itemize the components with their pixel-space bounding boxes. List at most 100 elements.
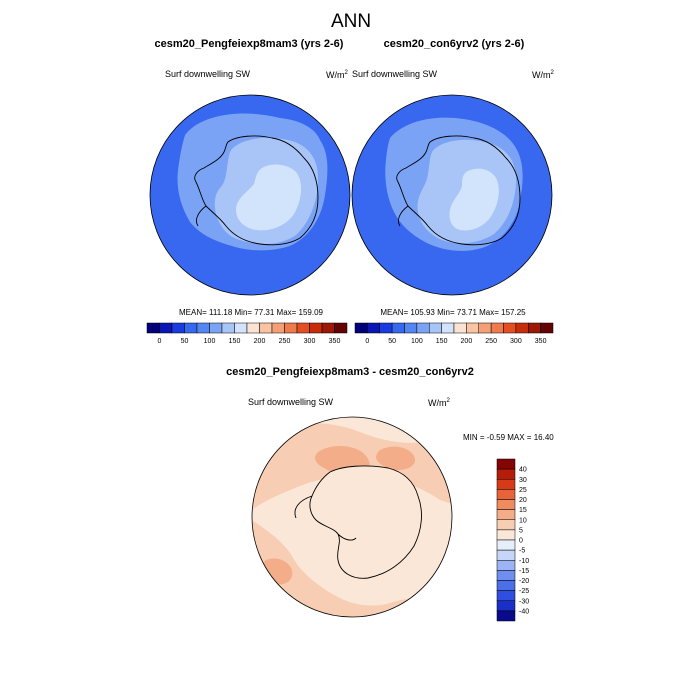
colorbar-tick-label: -10: [519, 558, 529, 565]
colorbar-box: [367, 322, 380, 334]
colorbar-tick-label: 200: [254, 338, 266, 345]
colorbar-box: [496, 499, 516, 510]
panel-exp-variable-label: Surf downwelling SW: [165, 69, 251, 79]
colorbar-box: [146, 322, 160, 334]
colorbar-tick-label: 200: [461, 338, 473, 345]
colorbar-box: [496, 600, 516, 612]
colorbar-box: [496, 539, 516, 551]
panel-exp-title: cesm20_Pengfeiexp8mam3 (yrs 2-6): [155, 38, 344, 50]
panel-diff-stats: MIN = -0.59 MAX = 16.40: [463, 433, 554, 442]
panel-exp-unit-label: W/m2: [326, 70, 349, 80]
colorbar-tick-label: 5: [519, 527, 523, 534]
panel-diff-unit-label: W/m2: [428, 398, 451, 408]
colorbar-tick-label: 150: [436, 338, 448, 345]
colorbar-box: [478, 322, 492, 334]
colorbar-box: [184, 322, 198, 334]
figure-title: ANN: [331, 11, 371, 32]
colorbar-box: [246, 322, 260, 334]
colorbar-tick-label: 300: [510, 338, 522, 345]
colorbar-box: [496, 479, 516, 490]
colorbar-box: [496, 580, 516, 591]
colorbar-box: [271, 322, 285, 334]
colorbar-box: [209, 322, 223, 334]
colorbar-box: [496, 610, 516, 622]
colorbar-tick-label: 50: [388, 338, 396, 345]
colorbar-box: [259, 322, 273, 334]
colorbar-tick-label: 30: [519, 477, 527, 484]
colorbar-tick-label: 350: [329, 338, 341, 345]
colorbar-box: [159, 322, 173, 334]
colorbar-tick-label: -30: [519, 598, 529, 605]
colorbar-box: [221, 322, 235, 334]
panel-diff-map-border: [251, 416, 453, 618]
colorbar-tick-label: 100: [204, 338, 216, 345]
panel-ctl-high-plateau: [449, 168, 499, 231]
colorbar-tick-label: 40: [519, 467, 527, 474]
colorbar-box: [284, 322, 298, 334]
panel-ctl-colorbar: 0 50 100 150 200 250 300 350: [354, 322, 554, 345]
colorbar-box: [496, 590, 516, 601]
colorbar-box: [466, 322, 479, 334]
colorbar-box: [309, 322, 323, 334]
colorbar-tick-label: 350: [535, 338, 547, 345]
colorbar-box: [496, 560, 516, 571]
panel-ctl-map: [352, 95, 552, 295]
colorbar-box: [528, 322, 541, 334]
panel-diff-coastline: [294, 465, 422, 579]
colorbar-tick-label: 250: [279, 338, 291, 345]
colorbar-box: [391, 322, 405, 334]
panel-diff-title: cesm20_Pengfeiexp8mam3 - cesm20_con6yrv2: [226, 366, 474, 378]
colorbar-box: [171, 322, 185, 334]
panel-diff-continent: [309, 465, 422, 579]
panel-diff-strong-patch-2: [376, 446, 416, 470]
colorbar-box: [503, 322, 517, 334]
panel-exp: cesm20_Pengfeiexp8mam3 (yrs 2-6) Surf do…: [146, 38, 351, 345]
colorbar-tick-label: -40: [519, 608, 529, 615]
colorbar-box: [496, 458, 516, 470]
panel-exp-map: [150, 95, 350, 295]
panel-exp-map-border: [149, 94, 351, 296]
panel-ctl-variable-label: Surf downwelling SW: [352, 69, 438, 79]
colorbar-box: [429, 322, 442, 334]
colorbar-tick-label: -25: [519, 588, 529, 595]
colorbar-box: [496, 468, 516, 480]
panel-ctl: cesm20_con6yrv2 (yrs 2-6) Surf downwelli…: [351, 38, 555, 345]
colorbar-tick-label: 25: [519, 487, 527, 494]
panel-ctl-stats: MEAN= 105.93 Min= 73.71 Max= 157.25: [380, 308, 526, 317]
colorbar-box: [321, 322, 335, 334]
colorbar-box: [334, 322, 348, 334]
colorbar-tick-label: 50: [181, 338, 189, 345]
colorbar-box: [496, 570, 516, 581]
colorbar-box: [296, 322, 310, 334]
panel-diff-map: [252, 417, 452, 617]
colorbar-tick-label: 100: [411, 338, 423, 345]
colorbar-box: [540, 322, 554, 334]
colorbar-tick-label: -5: [519, 548, 525, 555]
colorbar-box: [496, 509, 516, 520]
colorbar-box: [453, 322, 467, 334]
colorbar-box: [354, 322, 368, 334]
colorbar-box: [234, 322, 248, 334]
colorbar-box: [416, 322, 430, 334]
colorbar-tick-label: 150: [229, 338, 241, 345]
colorbar-box: [490, 322, 504, 334]
colorbar-box: [496, 519, 516, 531]
colorbar-box: [515, 322, 529, 334]
colorbar-tick-label: 250: [485, 338, 497, 345]
panel-ctl-title: cesm20_con6yrv2 (yrs 2-6): [384, 38, 525, 50]
colorbar-tick-label: 20: [519, 497, 527, 504]
panel-diff-colorbar: 40 30 25 20 15 10 5 0 -5 -10 -15 -20 -25 -30 -40: [496, 458, 529, 622]
colorbar-tick-label: 10: [519, 517, 527, 524]
colorbar-tick-label: -20: [519, 578, 529, 585]
colorbar-box: [196, 322, 210, 334]
colorbar-box: [404, 322, 418, 334]
panel-exp-coastline: [194, 135, 319, 246]
panel-diff-variable-label: Surf downwelling SW: [248, 397, 334, 407]
colorbar-tick-label: 0: [158, 338, 162, 345]
panel-ctl-unit-label: W/m2: [532, 70, 555, 80]
colorbar-box: [441, 322, 455, 334]
panel-exp-high-plateau: [236, 164, 302, 231]
colorbar-tick-label: 0: [365, 338, 369, 345]
panel-diff-moderate-region-south: [252, 520, 424, 617]
